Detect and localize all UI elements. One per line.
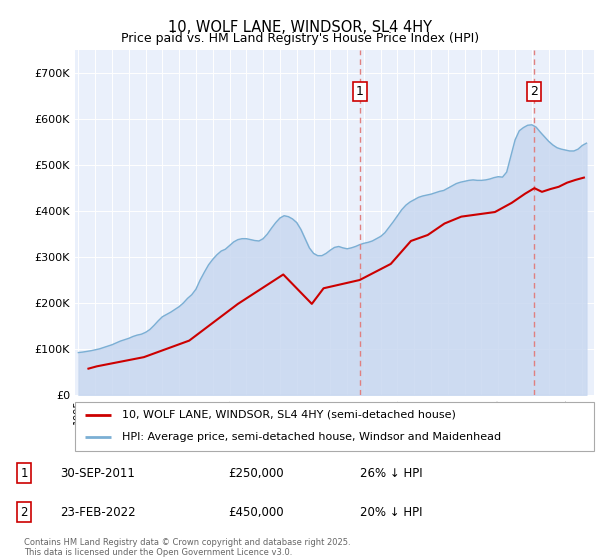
Text: 2: 2 — [530, 85, 538, 98]
Text: Price paid vs. HM Land Registry's House Price Index (HPI): Price paid vs. HM Land Registry's House … — [121, 32, 479, 45]
Text: 1: 1 — [20, 466, 28, 480]
Text: 20% ↓ HPI: 20% ↓ HPI — [360, 506, 422, 519]
Text: 10, WOLF LANE, WINDSOR, SL4 4HY (semi-detached house): 10, WOLF LANE, WINDSOR, SL4 4HY (semi-de… — [122, 410, 455, 420]
Text: £250,000: £250,000 — [228, 466, 284, 480]
Text: 10, WOLF LANE, WINDSOR, SL4 4HY: 10, WOLF LANE, WINDSOR, SL4 4HY — [168, 20, 432, 35]
Text: HPI: Average price, semi-detached house, Windsor and Maidenhead: HPI: Average price, semi-detached house,… — [122, 432, 501, 442]
Text: 23-FEB-2022: 23-FEB-2022 — [60, 506, 136, 519]
Text: 1: 1 — [356, 85, 364, 98]
Text: 26% ↓ HPI: 26% ↓ HPI — [360, 466, 422, 480]
Text: 30-SEP-2011: 30-SEP-2011 — [60, 466, 135, 480]
Text: 2: 2 — [20, 506, 28, 519]
Text: £450,000: £450,000 — [228, 506, 284, 519]
Text: Contains HM Land Registry data © Crown copyright and database right 2025.
This d: Contains HM Land Registry data © Crown c… — [24, 538, 350, 557]
